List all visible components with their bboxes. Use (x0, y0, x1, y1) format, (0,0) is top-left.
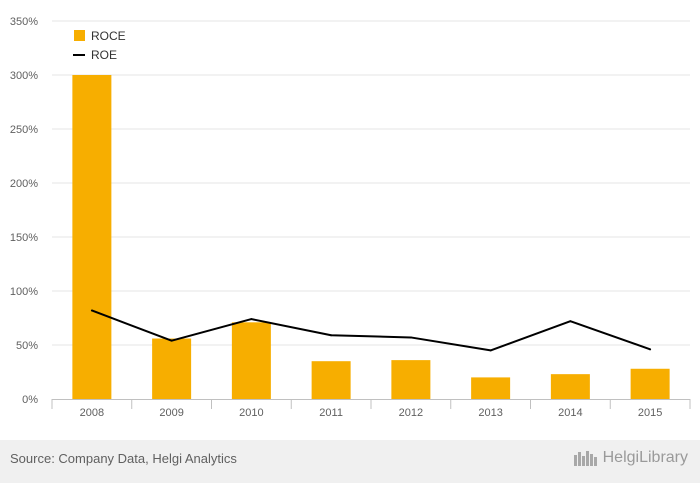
bar-roce-2010[interactable] (231, 322, 271, 399)
bar-roce-2013[interactable] (471, 377, 511, 399)
point-roe-2011[interactable] (330, 334, 333, 337)
y-tick-label: 200% (10, 178, 38, 190)
legend-roce-label[interactable]: ROCE (91, 29, 126, 43)
footer: Source: Company Data, Helgi Analytics He… (0, 440, 700, 483)
bar-roce-2012[interactable] (391, 360, 431, 399)
y-tick-label: 50% (16, 340, 38, 352)
y-tick-label: 300% (10, 70, 38, 82)
bar-roce-2008[interactable] (72, 75, 112, 399)
bar-roce-2014[interactable] (550, 374, 590, 399)
source-text: Source: Company Data, Helgi Analytics (10, 451, 237, 466)
axis-layer: 0% 50% 100% 150% 200% 250% 300% 350% 2008 2009 201… (10, 16, 691, 419)
x-tick-label: 2013 (478, 407, 502, 419)
point-roe-2013[interactable] (489, 349, 492, 352)
y-tick-label: 100% (10, 286, 38, 298)
legend[interactable]: ROCE ROE (73, 29, 126, 62)
y-tick-label: 150% (10, 232, 38, 244)
x-tick-label: 2008 (80, 407, 104, 419)
legend-roe-label[interactable]: ROE (91, 48, 117, 62)
bar-roce-2009[interactable] (152, 338, 192, 399)
line-roe[interactable] (91, 309, 651, 352)
x-tick-label: 2011 (319, 407, 343, 419)
line-layer (90, 309, 652, 352)
x-tick-label: 2014 (558, 407, 582, 419)
y-tick-label: 0% (22, 394, 38, 406)
x-tick-label: 2015 (638, 407, 662, 419)
point-roe-2010[interactable] (250, 318, 253, 321)
chart-svg: 0% 50% 100% 150% 200% 250% 300% 350% 2008 2009 201… (10, 16, 691, 419)
y-tick-label: 250% (10, 124, 38, 136)
y-tick-label: 350% (10, 16, 38, 28)
point-roe-2012[interactable] (409, 336, 412, 339)
bar-roce-2011[interactable] (311, 361, 351, 399)
point-roe-2008[interactable] (90, 309, 93, 312)
x-tick-label: 2012 (399, 407, 423, 419)
bar-layer (72, 75, 670, 399)
legend-roce-swatch (74, 30, 85, 41)
brand-logo[interactable]: HelgiLibrary (573, 449, 688, 467)
point-roe-2009[interactable] (170, 339, 173, 342)
bar-roce-2015[interactable] (630, 368, 670, 399)
grid-layer (52, 20, 690, 346)
x-tick-label: 2010 (239, 407, 263, 419)
point-roe-2014[interactable] (569, 320, 572, 323)
library-icon (573, 449, 599, 467)
x-tick-label: 2009 (159, 407, 183, 419)
brand-name: HelgiLibrary (602, 449, 688, 466)
point-roe-2015[interactable] (649, 348, 652, 351)
